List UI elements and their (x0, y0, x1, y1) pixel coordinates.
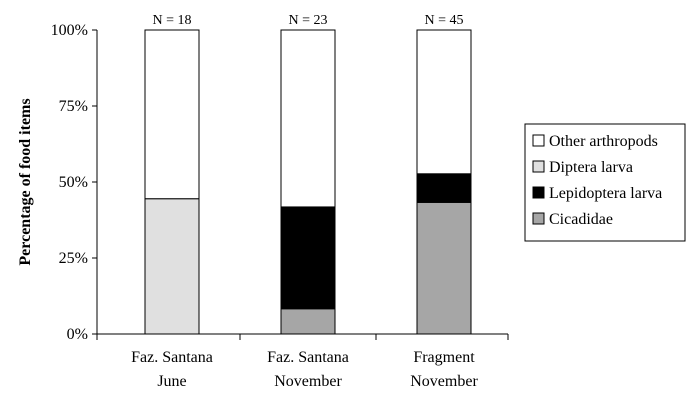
bar-segment (280, 308, 336, 335)
legend-swatch (532, 160, 545, 173)
bar-segment (144, 29, 200, 200)
bar-segment (416, 201, 472, 335)
legend-swatch (532, 186, 545, 199)
bar-segment (416, 29, 472, 175)
legend-label: Other arthropods (549, 133, 658, 150)
y-axis-label: Percentage of food items (17, 98, 34, 265)
category-label-line2: November (410, 373, 478, 390)
legend-label: Lepidoptera larva (549, 185, 662, 202)
legend-label: Diptera larva (549, 159, 633, 176)
category-label-line2: June (157, 373, 186, 390)
n-label: N = 23 (288, 13, 327, 28)
legend-box (524, 123, 686, 242)
y-tick-label: 100% (51, 22, 88, 39)
y-tick-label: 50% (59, 174, 88, 191)
bar-segment (144, 198, 200, 335)
legend: Other arthropods Diptera larva Lepidoptera… (524, 123, 686, 242)
legend-swatch (532, 212, 545, 225)
labels: N = 18 Faz. Santana June N = 23 Faz. Santana… (131, 13, 478, 390)
category-label-line1: Faz. Santana (131, 349, 213, 366)
bars (144, 29, 472, 335)
category-label-line1: Faz. Santana (267, 349, 349, 366)
legend-label: Cicadidae (549, 211, 613, 228)
bar-segment (280, 29, 336, 208)
category-label-line1: Fragment (413, 349, 475, 366)
y-tick-label: 25% (59, 250, 88, 267)
category-label-line2: November (274, 373, 342, 390)
n-label: N = 45 (424, 13, 463, 28)
y-tick-label: 75% (59, 98, 88, 115)
legend-swatch (532, 134, 545, 147)
bar-segment (280, 206, 336, 310)
y-tick-label: 0% (67, 326, 88, 343)
n-label: N = 18 (152, 13, 191, 28)
bar-segment (416, 173, 472, 203)
